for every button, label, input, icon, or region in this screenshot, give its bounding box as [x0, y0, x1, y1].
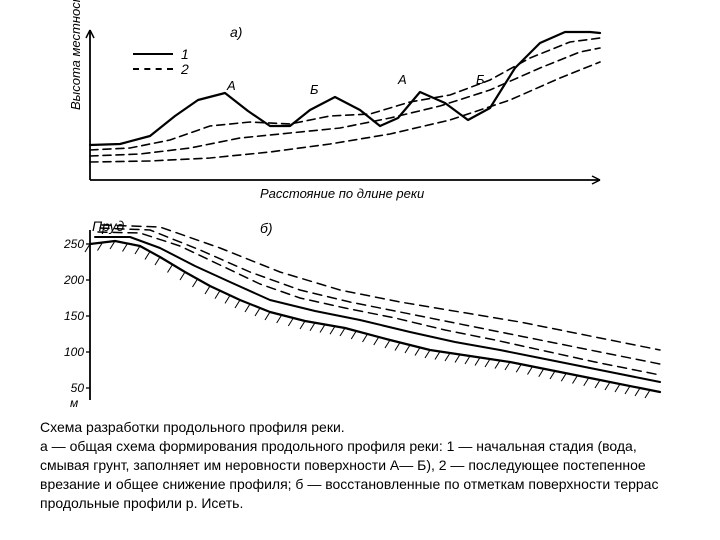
panel-a-label: а) — [230, 24, 242, 40]
caption-body: а — общая схема формирования продольного… — [40, 438, 658, 511]
figure-caption: Схема разработки продольного профиля рек… — [40, 418, 680, 512]
marker-b2: Б — [476, 72, 484, 87]
legend-label-1: 1 — [181, 46, 189, 62]
legend: 1 2 — [133, 46, 189, 76]
diagram-svg — [0, 0, 720, 410]
y-unit: м — [70, 396, 78, 410]
panel-b-label: б) — [260, 220, 273, 236]
ytick-250: 250 — [54, 237, 84, 251]
marker-a1: А — [227, 78, 236, 93]
caption-title: Схема разработки продольного профиля рек… — [40, 419, 345, 435]
legend-label-2: 2 — [181, 61, 189, 77]
ytick-150: 150 — [54, 309, 84, 323]
panel-a-ylabel: Высота местности — [68, 0, 83, 110]
legend-item-2: 2 — [133, 61, 189, 76]
ytick-50: 50 — [54, 381, 84, 395]
marker-a2: А — [398, 72, 407, 87]
prud-label: Пруд — [92, 218, 124, 234]
figure-container: а) Высота местности Расстояние по длине … — [0, 0, 720, 540]
ytick-100: 100 — [54, 345, 84, 359]
ytick-200: 200 — [54, 273, 84, 287]
panel-a-xlabel: Расстояние по длине реки — [260, 186, 424, 201]
marker-b1: Б — [310, 82, 318, 97]
legend-item-1: 1 — [133, 46, 189, 61]
